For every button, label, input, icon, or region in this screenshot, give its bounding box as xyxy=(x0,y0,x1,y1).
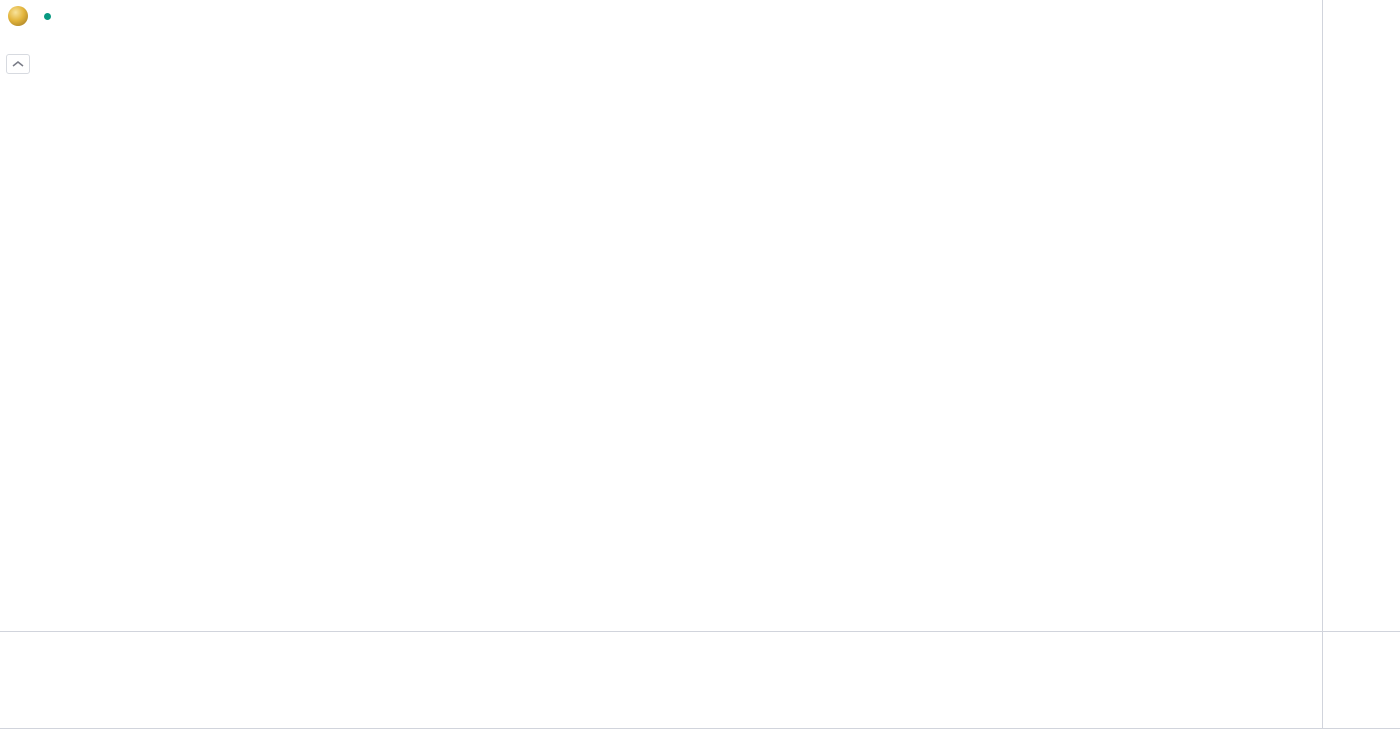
price-axis[interactable] xyxy=(1322,0,1400,728)
instrument-logo xyxy=(8,6,28,26)
pane-separator[interactable] xyxy=(0,631,1400,632)
market-status-dot xyxy=(44,12,51,20)
ohlc-readout xyxy=(55,8,98,24)
ma-legend[interactable] xyxy=(8,31,98,45)
price-chart-canvas[interactable] xyxy=(0,0,1322,632)
chart-legend xyxy=(8,6,98,45)
chevron-up-icon xyxy=(12,61,24,67)
rsi-legend[interactable] xyxy=(8,637,20,651)
time-axis[interactable] xyxy=(0,728,1400,753)
pane-collapse-button[interactable] xyxy=(6,54,30,74)
rsi-chart-canvas[interactable] xyxy=(0,632,1322,728)
